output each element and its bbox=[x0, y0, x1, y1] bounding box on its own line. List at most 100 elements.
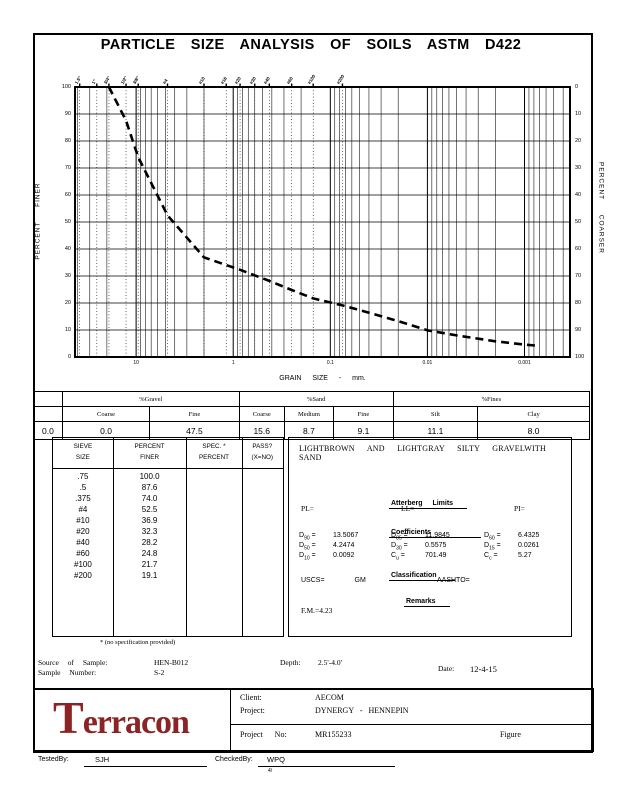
terracon-logo: Terracon bbox=[53, 692, 190, 743]
coefficient-Cu: Cu = 701.49 bbox=[391, 552, 447, 562]
y-right-tick-label: 10 bbox=[575, 110, 582, 117]
sieve-header-cell: SIEVE SIZE bbox=[73, 443, 93, 461]
sieve-row: #100 21.7 bbox=[53, 559, 283, 570]
sieve-percent-finer: 24.8 bbox=[141, 549, 158, 558]
title-block: Terracon Client: AECOM Project: DYNERGY … bbox=[33, 688, 594, 752]
client-label: Client: bbox=[240, 693, 262, 702]
classification-heading: Classification bbox=[389, 564, 455, 582]
sieve-size-label: 1.5" bbox=[73, 75, 83, 85]
project-label: Project: bbox=[240, 706, 265, 715]
sieve-size: #200 bbox=[74, 571, 92, 580]
chart-top-sieve-labels: 1.5" 1" 3/4" 1/2" 3/8" #4 #10 #16 #20 #30 #40 #60 #1… bbox=[73, 59, 570, 86]
summary-group-header: %Gravel bbox=[61, 391, 240, 407]
checked-by-line bbox=[258, 756, 395, 767]
sieve-size: #4 bbox=[78, 505, 88, 514]
date-value: 12-4-15 bbox=[470, 664, 497, 674]
distribution-curve bbox=[107, 86, 540, 348]
coefficient-D10: D10 = 0.0092 bbox=[299, 552, 355, 562]
source-of-sample-row: Source of Sample: HEN-B012 Depth: 2.5'-4… bbox=[38, 658, 342, 667]
sieve-size-label: #30 bbox=[248, 75, 257, 85]
sieve-header-rule bbox=[53, 468, 283, 469]
sieve-size-label: #40 bbox=[263, 75, 272, 85]
depth-value: 2.5'-4.0' bbox=[318, 658, 342, 667]
sieve-percent-finer bbox=[242, 526, 283, 537]
y-left-tick-label: 90 bbox=[64, 110, 71, 117]
x-tick-label: 0.001 bbox=[518, 360, 531, 366]
sieve-row: #20 32.3 bbox=[53, 526, 283, 537]
sieve-percent-finer bbox=[242, 559, 283, 570]
sieve-row: #60 24.8 bbox=[53, 548, 283, 559]
y-left-tick-label: 10 bbox=[64, 326, 71, 333]
sieve-size-label: #10 bbox=[197, 75, 206, 85]
sieve-results-box: SIEVE SIZE PERCENT FINER SPEC. * PERCENT PASS?… bbox=[52, 437, 284, 637]
sieve-percent-finer bbox=[242, 515, 283, 526]
x-tick-label: 1 bbox=[231, 360, 235, 366]
y-right-tick-label: 50 bbox=[575, 218, 582, 225]
coefficient-value: 5.27 bbox=[518, 552, 532, 559]
coefficient-value: 0.5575 bbox=[425, 542, 447, 549]
sieve-percent-finer bbox=[242, 537, 283, 548]
sieve-percent-finer bbox=[186, 493, 241, 504]
sieve-size-label: 3/4" bbox=[102, 75, 112, 85]
sieve-table-divider bbox=[241, 438, 243, 636]
sieve-size-label: #16 bbox=[219, 75, 229, 85]
summary-subheader: Clay bbox=[477, 406, 590, 422]
coefficient-D90: D90 = 13.5067 bbox=[299, 532, 359, 542]
sieve-header-cell: SPEC. * PERCENT bbox=[198, 443, 230, 461]
depth-label: Depth: bbox=[280, 658, 301, 667]
fraction-summary-table: %Gravel %Sand %Fines Coarse Fine Coarse Medium… bbox=[33, 391, 591, 440]
date-row: Date: 12-4-15 bbox=[438, 664, 497, 674]
sieve-table-divider bbox=[186, 438, 188, 636]
fineness-modulus: F.M.=4.23 bbox=[301, 606, 333, 615]
coefficient-value: 13.5067 bbox=[333, 532, 359, 539]
y-right-tick-label: 100 bbox=[575, 353, 585, 360]
tested-by-value: SJH bbox=[95, 755, 110, 764]
client-row: Client: AECOM bbox=[240, 693, 344, 702]
sample-number-row: Sample Number: S-2 bbox=[38, 668, 164, 677]
summary-value: 8.0 bbox=[477, 421, 590, 440]
pl-label: PL= bbox=[301, 504, 314, 513]
sieve-percent-finer bbox=[242, 493, 283, 504]
sieve-percent-finer bbox=[186, 471, 241, 482]
sieve-size: .375 bbox=[75, 494, 91, 503]
coefficient-Cc: Cc = 5.27 bbox=[484, 552, 532, 562]
sieve-table-header: SIEVE SIZE PERCENT FINER SPEC. * PERCENT PASS?… bbox=[53, 441, 283, 463]
summary-value: 0.0 bbox=[61, 421, 151, 440]
sample-number-label: Sample Number: bbox=[38, 668, 97, 677]
grain-size-chart-area: 0 100 10 90 20 80 30 70 40 60 50 50 60 40 70 30 80 20 90 10… bbox=[62, 83, 584, 366]
y-axis-title-right: PERCENT COARSER bbox=[597, 162, 605, 254]
grain-size-chart bbox=[74, 83, 571, 358]
sieve-row: .75 100.0 bbox=[53, 471, 283, 482]
sieve-percent-finer bbox=[186, 526, 241, 537]
checked-by-label: CheckedBy: bbox=[215, 756, 253, 763]
summary-subheader: Fine bbox=[149, 406, 240, 422]
source-label: Source of Sample: bbox=[38, 658, 108, 667]
spec-footnote: * (no specification provided) bbox=[100, 639, 176, 646]
sieve-percent-finer bbox=[242, 471, 283, 482]
coefficient-value: 0.0092 bbox=[333, 552, 355, 559]
sieve-percent-finer: 52.5 bbox=[141, 505, 158, 514]
client-cell: Client: AECOM Project: DYNERGY - HENNEPI… bbox=[230, 690, 592, 750]
sieve-percent-finer bbox=[186, 548, 241, 559]
sieve-size: .75 bbox=[77, 472, 89, 481]
y-right-tick-label: 0 bbox=[575, 83, 579, 90]
tested-by-line bbox=[84, 756, 207, 767]
project-row: Project: DYNERGY - HENNEPIN bbox=[240, 706, 408, 715]
summary-subheader: Coarse bbox=[61, 406, 151, 422]
sample-number-value: S-2 bbox=[154, 668, 165, 677]
y-left-tick-label: 60 bbox=[64, 191, 71, 198]
sieve-row: #10 36.9 bbox=[53, 515, 283, 526]
coefficient-D15: D15 = 0.0261 bbox=[484, 542, 540, 552]
uscs-label: USCS= bbox=[301, 577, 325, 584]
sieve-percent-finer bbox=[186, 537, 241, 548]
sieve-percent-finer: 36.9 bbox=[141, 516, 158, 525]
x-tick-label: 10 bbox=[133, 360, 139, 366]
tested-by-label: TestedBy: bbox=[38, 756, 69, 763]
y-axis-title-left: PERCENT FINER bbox=[34, 182, 42, 260]
sieve-percent-finer: 19.1 bbox=[141, 571, 158, 580]
atterberg-heading: Atterberg Limits bbox=[389, 492, 468, 510]
coefficient-value: 11.9845 bbox=[425, 532, 450, 539]
sieve-percent-finer: 21.7 bbox=[141, 560, 158, 569]
coefficient-value: 0.0261 bbox=[518, 542, 540, 549]
aashto-label: AASHTO= bbox=[437, 577, 470, 584]
